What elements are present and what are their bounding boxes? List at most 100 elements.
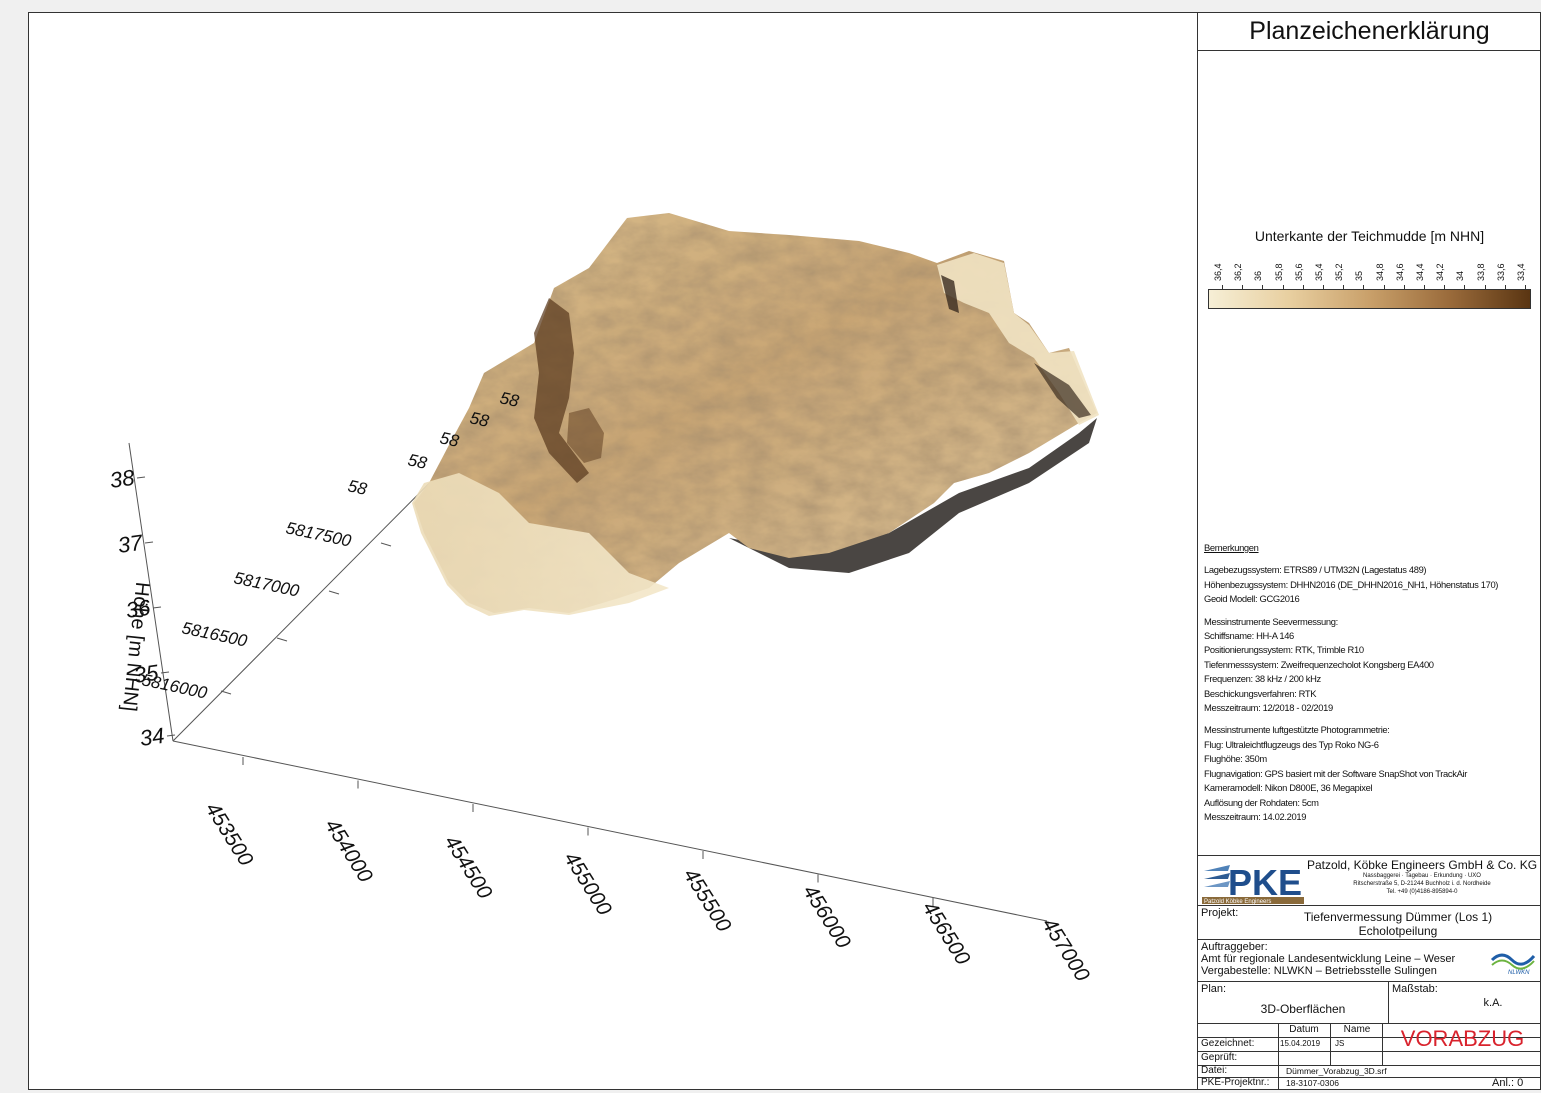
drawn-name: JS xyxy=(1335,1039,1345,1048)
x-axis-line xyxy=(172,740,1048,922)
x-tick-label: 453500 xyxy=(201,798,258,870)
colorbar-tick-mark xyxy=(1504,285,1506,291)
colorbar-tick-label: 35,6 xyxy=(1293,263,1304,281)
z-tick-label: 36 xyxy=(124,595,152,623)
z-tick-label: 35 xyxy=(132,660,160,688)
checked-label: Geprüft: xyxy=(1201,1052,1238,1063)
note-line: Flughöhe: 350m xyxy=(1204,753,1267,765)
note-line: Höhenbezugssystem: DHHN2016 (DE_DHHN2016… xyxy=(1204,578,1499,590)
title-block: PKE Patzold Köbke Engineers Patzold, Köb… xyxy=(1198,855,1541,1090)
client-info: Auftraggeber: Amt für regionale Landesen… xyxy=(1201,941,1455,977)
colorbar-tick-label: 33,4 xyxy=(1516,263,1526,281)
y-tick-marks xyxy=(220,542,392,695)
y-tick-label: 5817000 xyxy=(232,568,301,600)
company-line1: Nassbaggerei · Tagebau · Erkundung · UXO xyxy=(1363,873,1481,879)
z-tick-mark xyxy=(166,734,176,737)
drawn-row: Gezeichnet: 15.04.2019 JS xyxy=(1198,1038,1541,1052)
z-tick-label: 38 xyxy=(108,465,136,493)
surface-left-cliff xyxy=(534,298,589,483)
x-tick-label: 456500 xyxy=(918,897,975,969)
plan-label: Plan: xyxy=(1201,983,1227,995)
surface-right-cliff-2 xyxy=(1034,363,1091,418)
x-tick-label: 456000 xyxy=(798,881,855,953)
pke-logo: PKE Patzold Köbke Engineers xyxy=(1202,862,1304,905)
notes: Bemerkungen Lagebezugssystem: ETRS89 / U… xyxy=(1204,541,1539,824)
company-line3: Tel. +49 (0)4186-895894-0 xyxy=(1386,889,1458,895)
note-line: Messinstrumente luftgestützte Photogramm… xyxy=(1204,724,1390,736)
map-sheet: Höhe [m NHN] 38 37 36 35 34 5816000 5816500 58… xyxy=(28,12,1541,1090)
colorbar-tick-mark xyxy=(1222,285,1223,291)
surface-dark-hollow xyxy=(567,408,604,463)
z-tick-mark xyxy=(160,671,170,674)
z-tick-labels: 38 37 36 35 34 xyxy=(108,465,166,751)
colorbar-tick-label: 34,2 xyxy=(1435,263,1446,281)
project-label: Projekt: xyxy=(1201,907,1239,919)
plan-value: 3D-Oberflächen xyxy=(1260,1002,1346,1016)
company-name: Patzold, Köbke Engineers GmbH & Co. KG xyxy=(1306,858,1538,872)
project-number-value: 18-3107-0306 xyxy=(1286,1078,1339,1088)
colorbar-tick-label: 34,4 xyxy=(1415,263,1425,281)
company-row: PKE Patzold Köbke Engineers Patzold, Köb… xyxy=(1198,856,1541,906)
lake-bed-surface xyxy=(412,213,1099,616)
project-line1: Tiefenvermessung Dümmer (Los 1) xyxy=(1303,910,1493,924)
note-line: Tiefenmesssystem: Zweifrequenzecholot Ko… xyxy=(1204,658,1434,670)
project-value: Tiefenvermessung Dümmer (Los 1) Echolotp… xyxy=(1258,910,1538,938)
colorbar-tick-label: 34 xyxy=(1455,270,1466,281)
surface-top xyxy=(414,213,1097,613)
file-row: Datei: Dümmer_Vorabzug_3D.srf xyxy=(1198,1065,1541,1078)
x-tick-label: 454000 xyxy=(320,815,377,887)
nlwkn-logo-text: NLWKN xyxy=(1508,970,1530,976)
colorbar-tick-mark xyxy=(1323,285,1324,291)
scale-value: k.A. xyxy=(1483,997,1503,1009)
z-tick-label: 34 xyxy=(138,723,166,751)
client-row: Auftraggeber: Amt für regionale Landesen… xyxy=(1198,940,1541,982)
drawn-label: Gezeichnet: xyxy=(1201,1038,1255,1049)
colorbar-tick-label: 34,6 xyxy=(1394,263,1405,281)
colorbar xyxy=(1208,289,1531,309)
notes-heading: Bemerkungen xyxy=(1204,542,1259,553)
notes-group-sonar: Messinstrumente Seevermessung: Schiffsnam… xyxy=(1204,615,1539,716)
project-row: Projekt: Tiefenvermessung Dümmer (Los 1)… xyxy=(1198,906,1541,940)
colorbar-tick-label: 35,4 xyxy=(1314,263,1324,281)
z-tick-label: 37 xyxy=(116,530,144,558)
draft-stamp: VORABZUG xyxy=(1400,1026,1525,1051)
project-number-label: PKE-Projektnr.: xyxy=(1201,1077,1270,1088)
surface-right-cliff xyxy=(941,275,959,313)
y-tick-label: 58 xyxy=(346,476,369,499)
note-line: Messinstrumente Seevermessung: xyxy=(1204,615,1338,627)
client-line1: Amt für regionale Landesentwicklung Lein… xyxy=(1201,953,1456,965)
colorbar-tick-mark xyxy=(1484,285,1486,291)
x-tick-marks xyxy=(242,757,1049,930)
signoff-header-row: Datum Name xyxy=(1198,1024,1541,1038)
note-line: Auflösung der Rohdaten: 5cm xyxy=(1204,796,1319,808)
colorbar-tick-label: 36,2 xyxy=(1233,263,1244,281)
y-tick-label: 58 xyxy=(468,408,491,431)
colorbar-tick-label: 33,6 xyxy=(1495,263,1506,281)
x-tick-label: 454500 xyxy=(440,831,497,903)
note-line: Positionierungssystem: RTK, Trimble R10 xyxy=(1204,644,1364,656)
note-line: Frequenzen: 38 kHz / 200 kHz xyxy=(1204,673,1321,685)
note-line: Geoid Modell: GCG2016 xyxy=(1204,593,1300,605)
colorbar-tick-mark xyxy=(1464,285,1466,291)
z-tick-mark xyxy=(144,541,154,544)
pke-logo-text: PKE xyxy=(1228,862,1302,903)
z-tick-mark xyxy=(152,606,162,609)
legend-title: Planzeichenerklärung xyxy=(1198,13,1541,51)
colorbar-tick-label: 35 xyxy=(1354,270,1365,281)
colorbar-tick-mark xyxy=(1282,285,1284,291)
colorbar-tick-label: 35,8 xyxy=(1273,263,1284,281)
y-tick-mark xyxy=(380,542,392,547)
notes-group-reference: Lagebezugssystem: ETRS89 / UTM32N (Lages… xyxy=(1204,563,1539,606)
scale-label: Maßstab: xyxy=(1392,983,1438,995)
note-line: Flug: Ultraleichtflugzeugs des Typ Roko … xyxy=(1204,738,1379,750)
company-info: Patzold, Köbke Engineers GmbH & Co. KG N… xyxy=(1306,858,1538,896)
note-line: Messzeitraum: 14.02.2019 xyxy=(1204,810,1307,822)
notes-group-photogrammetry: Messinstrumente luftgestützte Photogramm… xyxy=(1204,723,1539,824)
nlwkn-logo: NLWKN xyxy=(1490,953,1536,976)
y-tick-mark xyxy=(220,690,232,695)
z-tick-marks xyxy=(136,476,176,737)
drawn-date: 15.04.2019 xyxy=(1280,1039,1321,1048)
colorbar-tick-mark xyxy=(1242,285,1244,291)
colorbar-ticks: 36,4 36,2 36 35,8 35,6 35,4 35,2 35 34,8 34,6 34,4… xyxy=(1198,251,1541,299)
colorbar-tick-mark xyxy=(1403,285,1405,291)
